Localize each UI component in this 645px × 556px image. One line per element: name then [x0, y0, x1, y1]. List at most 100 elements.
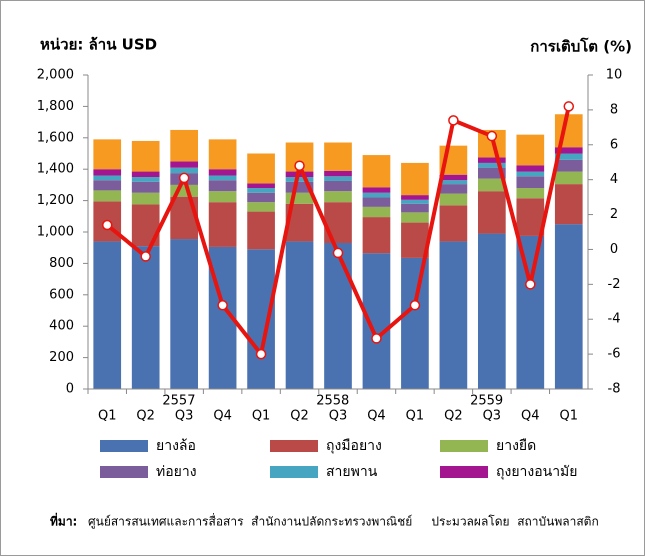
bar-segment — [285, 181, 314, 193]
bar-segment — [362, 155, 391, 188]
x-tick-label: Q1 — [560, 409, 579, 424]
source-label: ที่มา: — [50, 513, 77, 529]
bar-segment — [131, 192, 160, 205]
bar-segment — [285, 177, 314, 182]
bar-segment — [401, 199, 429, 204]
bar-segment — [478, 233, 506, 389]
growth-marker — [217, 300, 228, 311]
bar-segment — [93, 180, 122, 191]
bar-segment — [131, 140, 160, 172]
bar-segment — [247, 188, 275, 193]
bar-segment — [247, 153, 275, 184]
bar-segment — [554, 159, 583, 172]
growth-marker — [525, 279, 536, 290]
bar-segment — [516, 176, 545, 189]
bar-segment — [439, 241, 468, 389]
bar-segment — [478, 167, 506, 179]
bar-segment — [362, 197, 391, 207]
x-group-label: 2558 — [316, 394, 349, 409]
growth-marker — [255, 348, 267, 360]
bar-segment — [208, 175, 237, 181]
bar-segment — [93, 169, 122, 176]
x-tick-label: Q4 — [521, 409, 540, 424]
y-tick-label: 2,000 — [37, 68, 74, 83]
x-tick-label: Q1 — [406, 409, 425, 424]
growth-marker — [294, 160, 305, 171]
y-tick-label: 1,200 — [37, 193, 74, 208]
bar-segment — [170, 129, 198, 162]
bar-segment — [324, 202, 352, 243]
x-group-label: 2557 — [162, 394, 195, 409]
growth-marker — [563, 101, 575, 112]
bar-segment — [170, 161, 198, 168]
legend-swatch — [440, 466, 488, 478]
bar-segment — [516, 171, 545, 177]
bar-segment — [554, 153, 583, 160]
growth-marker — [332, 247, 344, 259]
bar-segment — [131, 171, 160, 178]
x-tick-label: Q2 — [290, 409, 309, 424]
y2-tick-label: 8 — [610, 102, 618, 117]
bar-segment — [324, 142, 352, 171]
growth-marker — [371, 333, 382, 344]
growth-marker — [448, 115, 459, 126]
bar-segment — [170, 167, 198, 174]
bar-segment — [516, 188, 545, 199]
bar-segment — [516, 198, 545, 236]
growth-marker — [140, 251, 151, 262]
bar-segment — [362, 192, 391, 198]
bar-segment — [93, 241, 122, 389]
bar-segment — [208, 191, 237, 203]
legend-label: สายพาน — [326, 464, 378, 480]
legend-swatch — [270, 440, 318, 452]
y2-tick-label: -2 — [608, 277, 621, 292]
bar-segment — [170, 196, 198, 240]
bar-segment — [324, 170, 352, 177]
bar-segment — [285, 192, 314, 204]
legend-swatch — [100, 466, 148, 478]
bar-segment — [439, 174, 468, 181]
bar-segment — [247, 183, 275, 189]
bar-segment — [208, 169, 237, 176]
y-tick-label: 1,600 — [37, 130, 74, 145]
bar-segment — [324, 191, 352, 203]
bar-segment — [401, 195, 429, 200]
bar-segment — [247, 192, 275, 203]
legend-swatch — [440, 440, 488, 452]
bar-segment — [516, 165, 545, 172]
y-tick-label: 600 — [49, 287, 74, 302]
y-tick-label: 400 — [49, 319, 74, 334]
y2-tick-label: 10 — [606, 68, 623, 83]
y2-tick-label: -8 — [608, 382, 621, 397]
bar-segment — [478, 191, 506, 234]
legend-label: ยางล้อ — [156, 438, 196, 454]
y2-tick-label: 6 — [610, 137, 618, 152]
legend-label: ยางยืด — [496, 438, 536, 454]
bar-segment — [362, 217, 391, 254]
x-tick-label: Q4 — [367, 409, 386, 424]
y-tick-label: 200 — [49, 350, 74, 365]
bar-segment — [362, 187, 391, 193]
bar-segment — [208, 202, 237, 247]
bar-segment — [362, 206, 391, 218]
growth-marker — [101, 219, 113, 231]
bar-segment — [554, 171, 583, 185]
bar-segment — [439, 180, 468, 185]
bar-segment — [554, 147, 583, 154]
bar-segment — [131, 246, 160, 389]
bar-segment — [478, 162, 506, 168]
bar-segment — [439, 193, 468, 206]
bar-segment — [401, 162, 429, 196]
x-group-label: 2559 — [470, 394, 503, 409]
bar-segment — [478, 157, 506, 163]
bar-segment — [324, 176, 352, 181]
bar-segment — [247, 211, 275, 250]
source-text: ศูนย์สารสนเทศและการสื่อสาร สำนักงานปลัดก… — [88, 513, 599, 530]
bar-segment — [401, 212, 429, 223]
bar-segment — [324, 242, 352, 389]
bar-segment — [247, 202, 275, 212]
legend-swatch — [270, 466, 318, 478]
growth-marker — [409, 300, 421, 311]
legend-swatch — [100, 440, 148, 452]
